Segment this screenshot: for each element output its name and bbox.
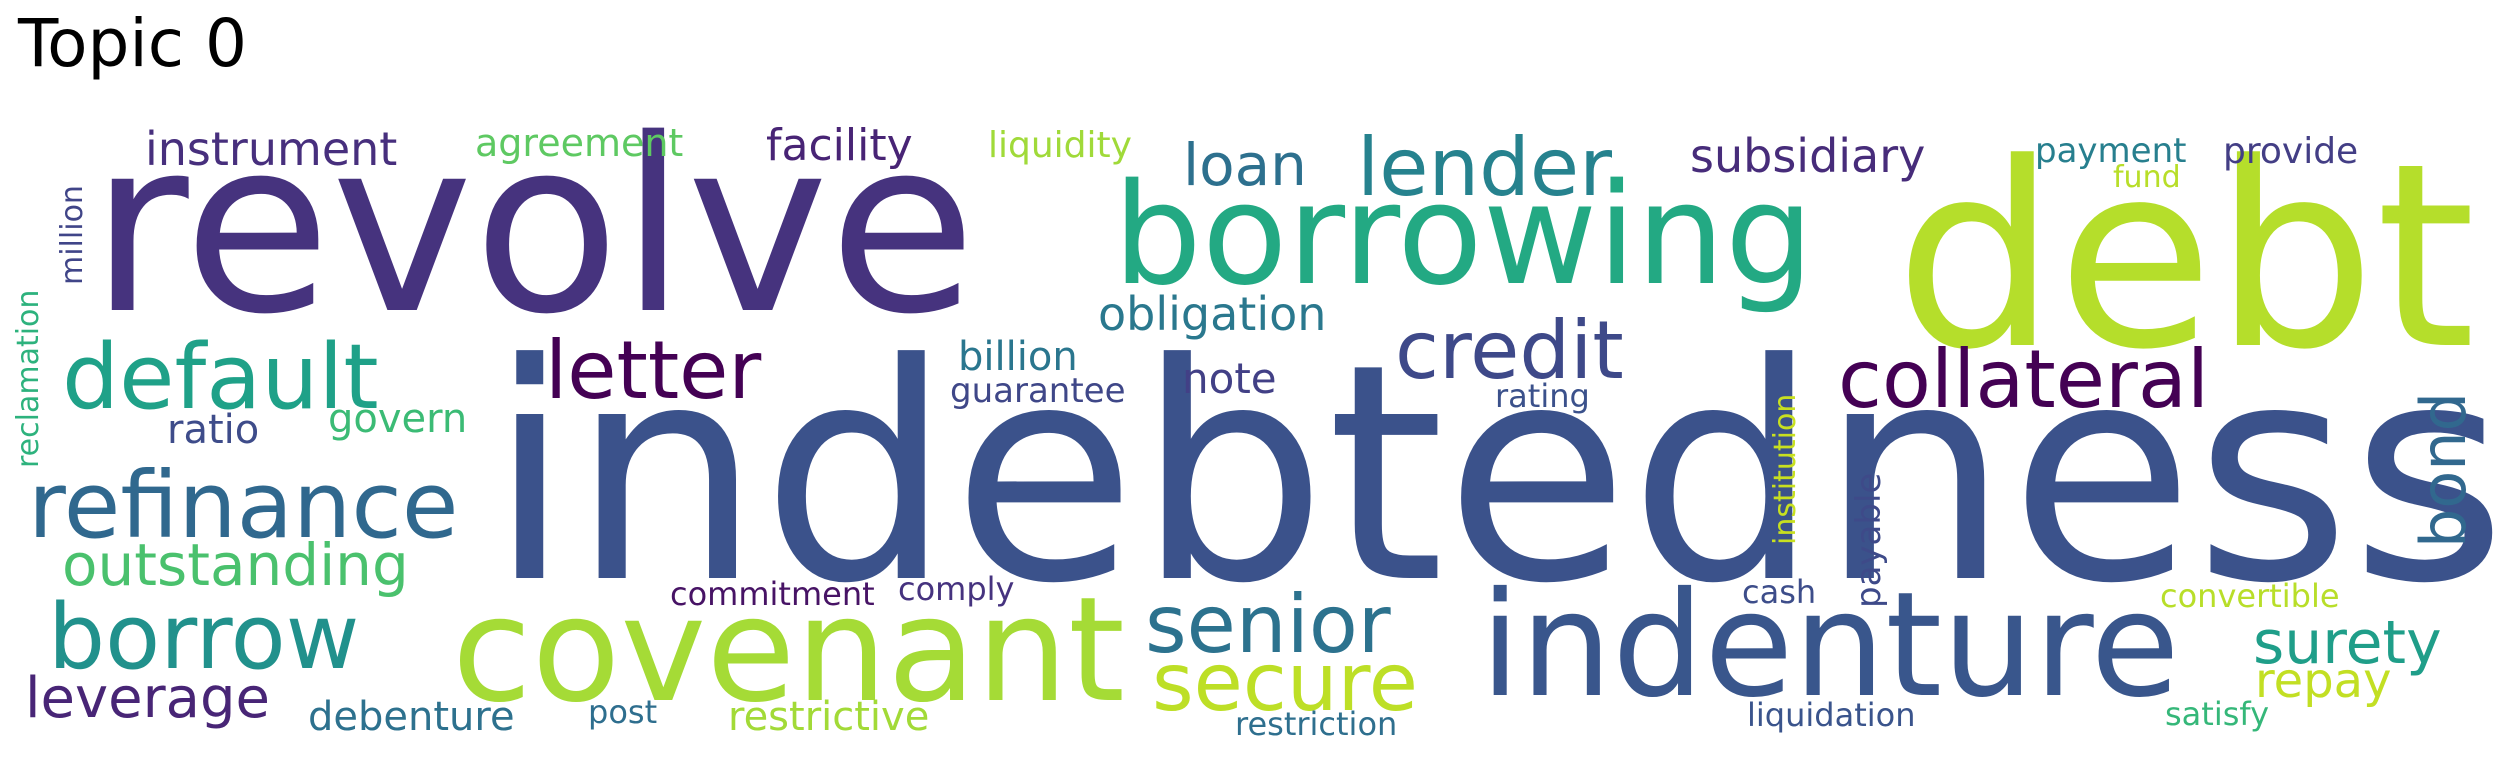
word-million: million <box>55 185 90 285</box>
word-restriction: restriction <box>1235 705 1397 743</box>
word-collateral: collateral <box>1838 333 2209 426</box>
word-liquidity: liquidity <box>988 125 1132 166</box>
word-debt: debt <box>1895 109 2476 406</box>
word-note: note <box>1182 354 1277 403</box>
word-payable: payable <box>1849 473 1889 608</box>
word-borrowing: borrowing <box>1113 154 1814 317</box>
word-covenant: covenant <box>452 566 1125 735</box>
word-facility: facility <box>766 120 913 171</box>
word-instrument: instrument <box>145 122 397 176</box>
word-debenture: debenture <box>308 694 515 740</box>
word-payment: payment <box>2035 131 2186 171</box>
word-indenture: indenture <box>1480 561 2180 730</box>
word-govern: govern <box>328 396 467 442</box>
word-ratio: ratio <box>167 407 259 453</box>
word-comply: comply <box>898 570 1014 608</box>
word-default: default <box>62 325 379 430</box>
word-restrictive: restrictive <box>728 694 929 740</box>
word-institution: institution <box>1768 394 1803 545</box>
word-guarantee: guarantee <box>950 371 1126 411</box>
word-liquidation: liquidation <box>1747 696 1915 734</box>
word-commitment: commitment <box>670 575 875 613</box>
word-indebtedness: indebtedness <box>488 300 2504 649</box>
word-loan: loan <box>1183 131 1307 199</box>
word-billion: billion <box>958 334 1078 380</box>
word-letter: letter <box>545 324 761 417</box>
word-bond: bond <box>2407 392 2480 548</box>
word-leverage: leverage <box>25 666 270 731</box>
word-senior: senior <box>1145 578 1391 671</box>
word-secure: secure <box>1152 636 1418 729</box>
word-provide: provide <box>2223 131 2358 172</box>
word-agreement: agreement <box>475 121 683 165</box>
word-credit: credit <box>1395 304 1624 397</box>
word-fund: fund <box>2113 160 2181 195</box>
word-surety: surety <box>2253 608 2442 678</box>
word-satisfy: satisfy <box>2165 695 2269 733</box>
word-reclamation: reclamation <box>11 290 46 468</box>
word-subsidiary: subsidiary <box>1690 129 1925 183</box>
word-outstanding: outstanding <box>62 531 409 599</box>
word-cash: cash <box>1742 573 1816 611</box>
word-post: post <box>588 693 657 731</box>
figure-title: Topic 0 <box>18 5 247 82</box>
word-revolve: revolve <box>90 87 976 367</box>
word-lender: lender <box>1357 121 1612 214</box>
word-rating: rating <box>1495 377 1590 415</box>
word-repay: repay <box>2255 653 2392 709</box>
word-convertible: convertible <box>2160 577 2340 615</box>
word-refinance: refinance <box>28 452 459 559</box>
word-obligation: obligation <box>1098 287 1326 341</box>
word-borrow: borrow <box>48 585 359 690</box>
